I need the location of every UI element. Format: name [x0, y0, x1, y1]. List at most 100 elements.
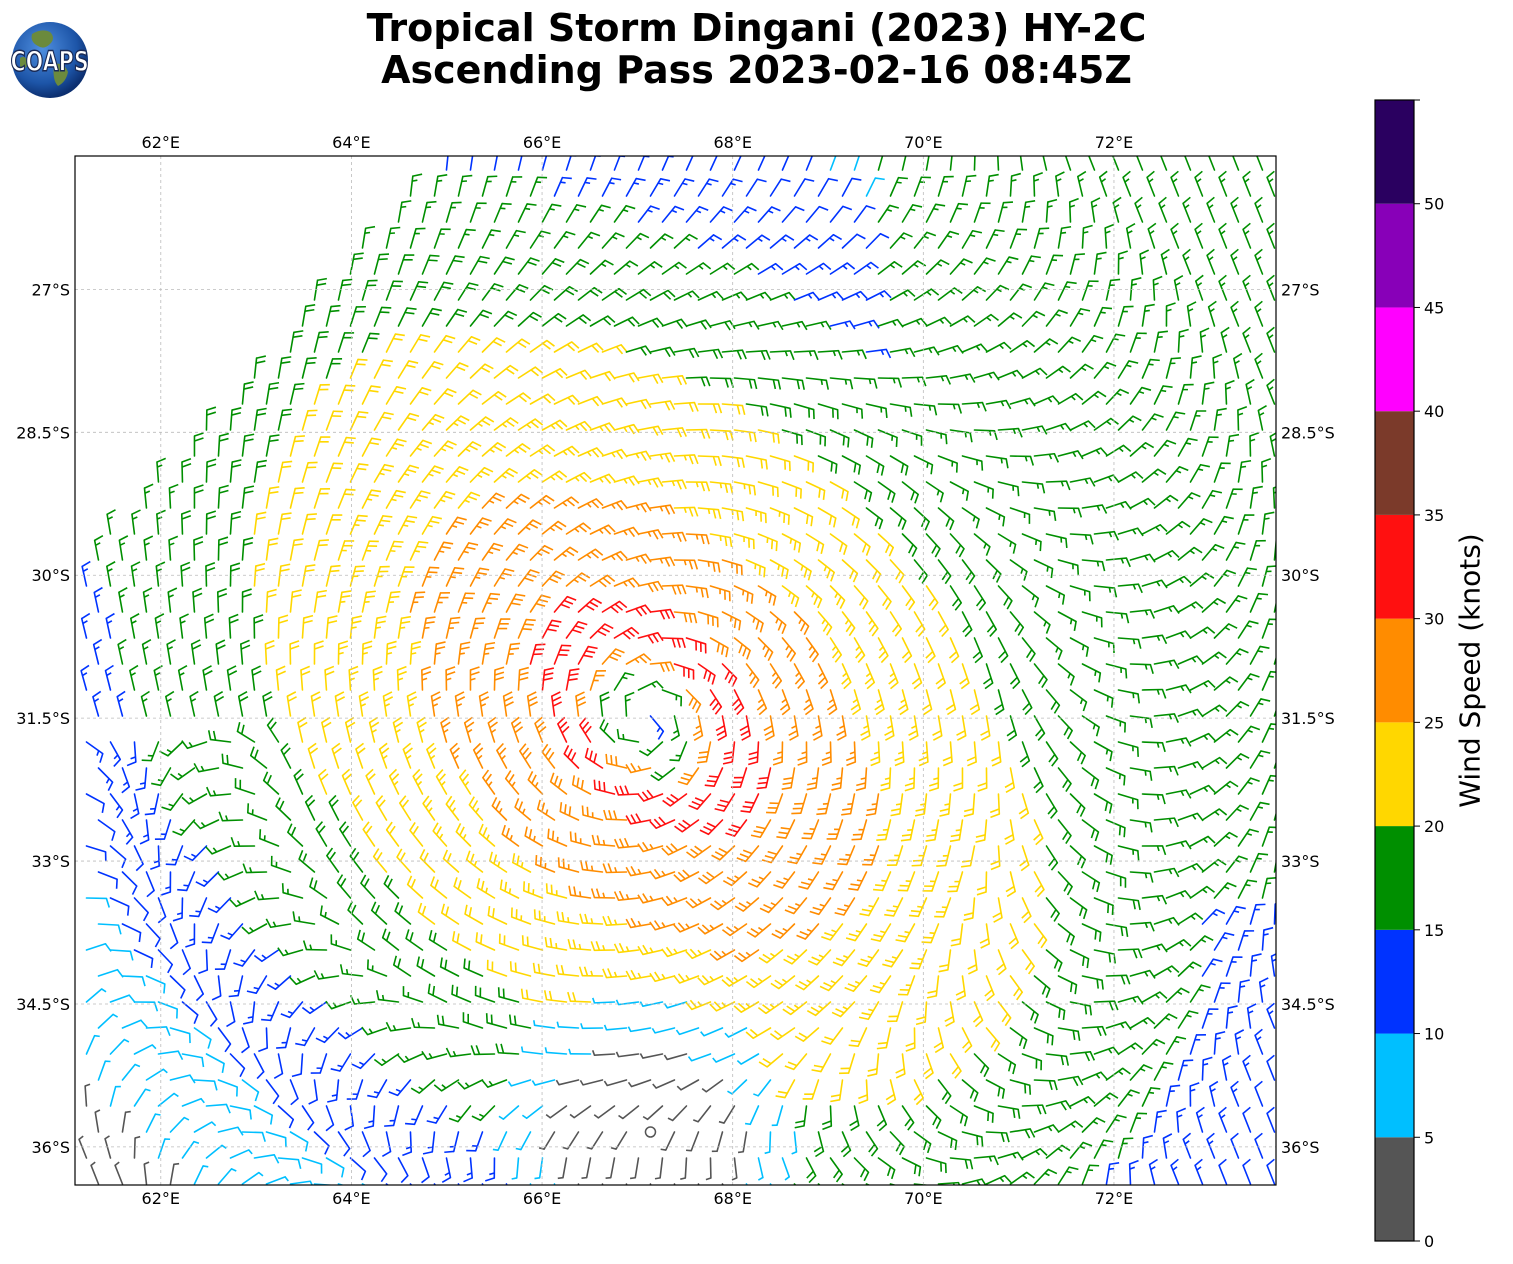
wind-barb [939, 793, 952, 817]
wind-barb [505, 543, 529, 561]
wind-barb [578, 966, 604, 977]
wind-barb [625, 177, 646, 197]
wind-barb [481, 390, 507, 405]
wind-barb [1218, 170, 1228, 197]
wind-barb [85, 741, 104, 763]
wind-barb [848, 871, 868, 891]
wind-barb [1117, 415, 1142, 431]
wind-barb [130, 561, 141, 587]
wind-barb [262, 771, 280, 795]
wind-barb [493, 618, 511, 639]
wind-barb [229, 897, 256, 908]
wind-barb [688, 793, 712, 810]
wind-barb [544, 1047, 568, 1055]
wind-barb [1201, 381, 1215, 405]
wind-barb [901, 1157, 922, 1177]
lat-tick-label-left: 27°S [31, 280, 70, 299]
map-gridlines [75, 156, 1276, 1185]
wind-barb [1273, 539, 1276, 561]
wind-barb [301, 304, 316, 327]
wind-barb [1153, 1109, 1167, 1133]
wind-barb [529, 230, 551, 249]
wind-barb [997, 312, 1023, 327]
wind-barb [381, 928, 400, 951]
wind-barb [1177, 812, 1204, 822]
wind-barb [165, 845, 184, 866]
wind-barb [181, 949, 191, 976]
wind-barb [601, 1183, 604, 1185]
wind-barb [1139, 249, 1150, 275]
wind-barb [97, 819, 116, 841]
wind-barb [715, 715, 727, 741]
wind-barb [404, 1105, 424, 1126]
wind-barb [397, 1053, 424, 1063]
wind-barb [433, 490, 456, 509]
wind-barb [1165, 939, 1192, 951]
wind-barb [649, 556, 676, 567]
wind-barb [1266, 1002, 1276, 1029]
wind-barb [265, 434, 280, 457]
lat-tick-label-left: 36°S [31, 1138, 70, 1157]
wind-barb [1141, 688, 1167, 699]
wind-barb [445, 466, 469, 483]
wind-barb [109, 1085, 121, 1107]
wind-barb [696, 741, 712, 764]
wind-barb [1093, 306, 1113, 327]
wind-barb [769, 559, 789, 580]
wind-barb [972, 637, 983, 664]
wind-barb [156, 509, 166, 535]
wind-barb [571, 775, 592, 795]
wind-barb [1273, 858, 1276, 873]
wind-barb [97, 1013, 119, 1029]
wind-barb [280, 1001, 304, 1019]
wind-barb [307, 742, 319, 769]
wind-barb [602, 863, 628, 874]
wind-barb [937, 611, 949, 638]
wind-barb [877, 204, 899, 223]
wind-barb [1261, 618, 1276, 639]
wind-barb [181, 1097, 205, 1107]
wind-barb [942, 741, 953, 767]
wind-barb [1081, 975, 1104, 990]
wind-barb [547, 828, 568, 847]
wind-barb [1081, 1117, 1106, 1133]
wind-barb [448, 1105, 472, 1123]
wind-barb [511, 1157, 520, 1180]
wind-barb [1160, 156, 1168, 171]
wind-barb [535, 854, 556, 873]
wind-barb [1153, 916, 1180, 926]
wind-barb [396, 848, 412, 873]
wind-barb [613, 260, 639, 275]
wind-barb [555, 964, 580, 977]
wind-barb [769, 1027, 796, 1041]
wind-barb [1249, 592, 1269, 613]
wind-barb [349, 565, 366, 587]
wind-barb [1009, 397, 1036, 407]
wind-barb [493, 417, 519, 431]
wind-barb [592, 997, 616, 1004]
wind-barb [826, 819, 844, 840]
wind-barb [553, 341, 580, 353]
lat-tick-label-right: 27°S [1281, 280, 1320, 299]
lon-tick-label-top: 72°E [1095, 133, 1133, 152]
wind-barb [85, 845, 107, 862]
wind-barb [625, 969, 652, 981]
wind-barb [385, 280, 403, 301]
wind-barb [536, 799, 556, 821]
wind-barb [334, 691, 346, 717]
wind-barb [493, 364, 519, 379]
wind-barb [304, 794, 316, 821]
wind-barb [481, 1183, 484, 1185]
wind-barb [553, 644, 572, 665]
wind-barb [205, 510, 217, 535]
wind-barb [422, 795, 436, 821]
wind-barb [913, 346, 940, 356]
wind-barb [788, 715, 799, 741]
wind-barb [745, 455, 768, 470]
wind-barb [397, 1157, 409, 1184]
wind-barb [1165, 1084, 1181, 1107]
wind-barb [397, 254, 415, 275]
wind-barb [517, 666, 530, 691]
wind-barb [491, 797, 508, 821]
wind-barb [937, 1181, 961, 1185]
